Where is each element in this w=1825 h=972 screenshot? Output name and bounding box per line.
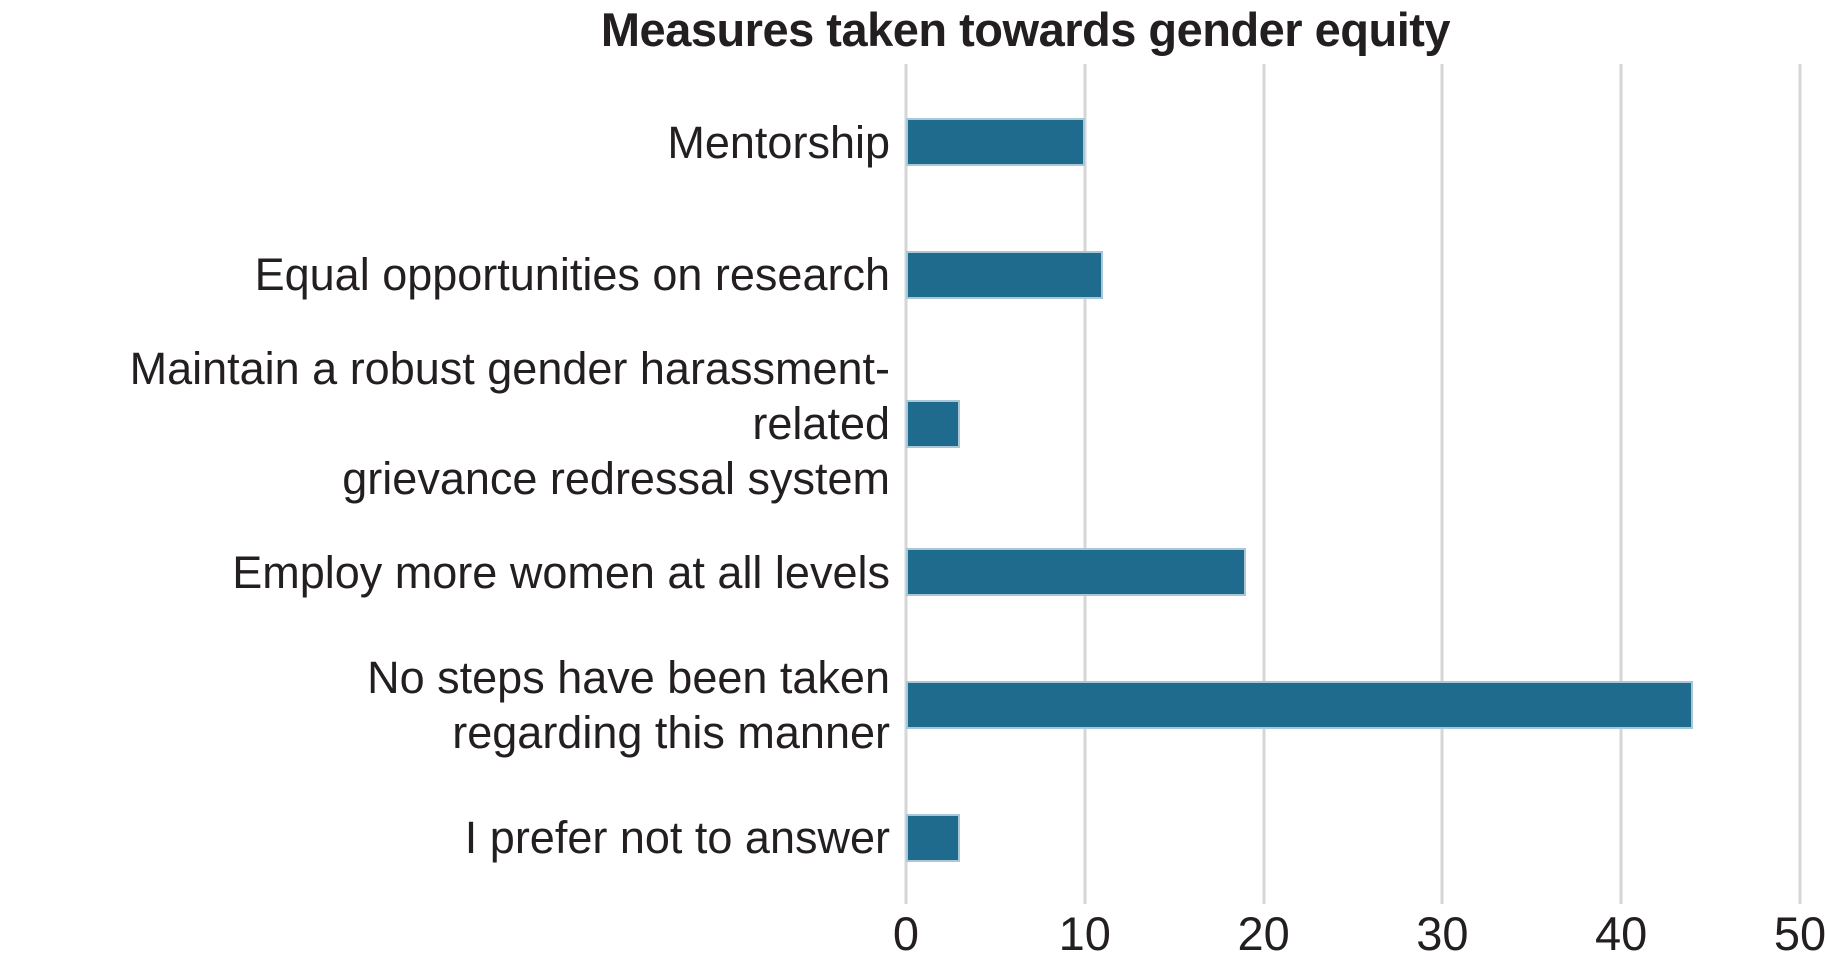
chart-row: Maintain a robust gender harassment-rela… xyxy=(0,341,1825,506)
chart-row: No steps have been taken regarding this … xyxy=(0,639,1825,772)
bar-track xyxy=(906,341,1800,506)
gridline-0 xyxy=(904,64,908,904)
bar xyxy=(906,548,1246,597)
bar-track xyxy=(906,506,1800,639)
chart-row: Mentorship xyxy=(0,76,1825,209)
chart-rows: Mentorship Equal opportunities on resear… xyxy=(0,76,1825,904)
category-label: Employ more women at all levels xyxy=(232,546,890,598)
category-label: Maintain a robust gender harassment-rela… xyxy=(129,343,890,505)
bar xyxy=(906,399,960,448)
bar-track xyxy=(906,639,1800,772)
chart-row: Employ more women at all levels xyxy=(0,506,1825,639)
x-tick-label: 10 xyxy=(1058,907,1111,960)
bar-track xyxy=(906,76,1800,209)
chart-row: Equal opportunities on research xyxy=(0,209,1825,342)
bar xyxy=(906,813,960,862)
category-label: Mentorship xyxy=(667,116,890,168)
gridline-10 xyxy=(1083,64,1087,904)
gridline-20 xyxy=(1262,64,1266,904)
gridline-30 xyxy=(1440,64,1444,904)
x-tick-label: 30 xyxy=(1416,907,1469,960)
x-tick-label: 20 xyxy=(1237,907,1290,960)
bar-track xyxy=(906,209,1800,342)
chart-title: Measures taken towards gender equity xyxy=(600,3,1451,56)
x-tick-label: 0 xyxy=(892,907,920,960)
x-axis: 0 10 20 30 40 50 xyxy=(893,907,1825,968)
category-label: No steps have been taken regarding this … xyxy=(367,652,890,759)
x-tick-label: 50 xyxy=(1773,907,1825,960)
x-tick-label: 40 xyxy=(1595,907,1648,960)
bar xyxy=(906,681,1693,730)
category-label: Equal opportunities on research xyxy=(254,249,890,301)
gridline-50 xyxy=(1798,64,1802,904)
bar-track xyxy=(906,771,1800,904)
chart-row: I prefer not to answer xyxy=(0,771,1825,904)
plot-area xyxy=(904,64,1802,904)
bar xyxy=(906,118,1085,167)
category-label: I prefer not to answer xyxy=(464,812,890,864)
bar xyxy=(906,250,1103,299)
gridline-40 xyxy=(1619,64,1623,904)
